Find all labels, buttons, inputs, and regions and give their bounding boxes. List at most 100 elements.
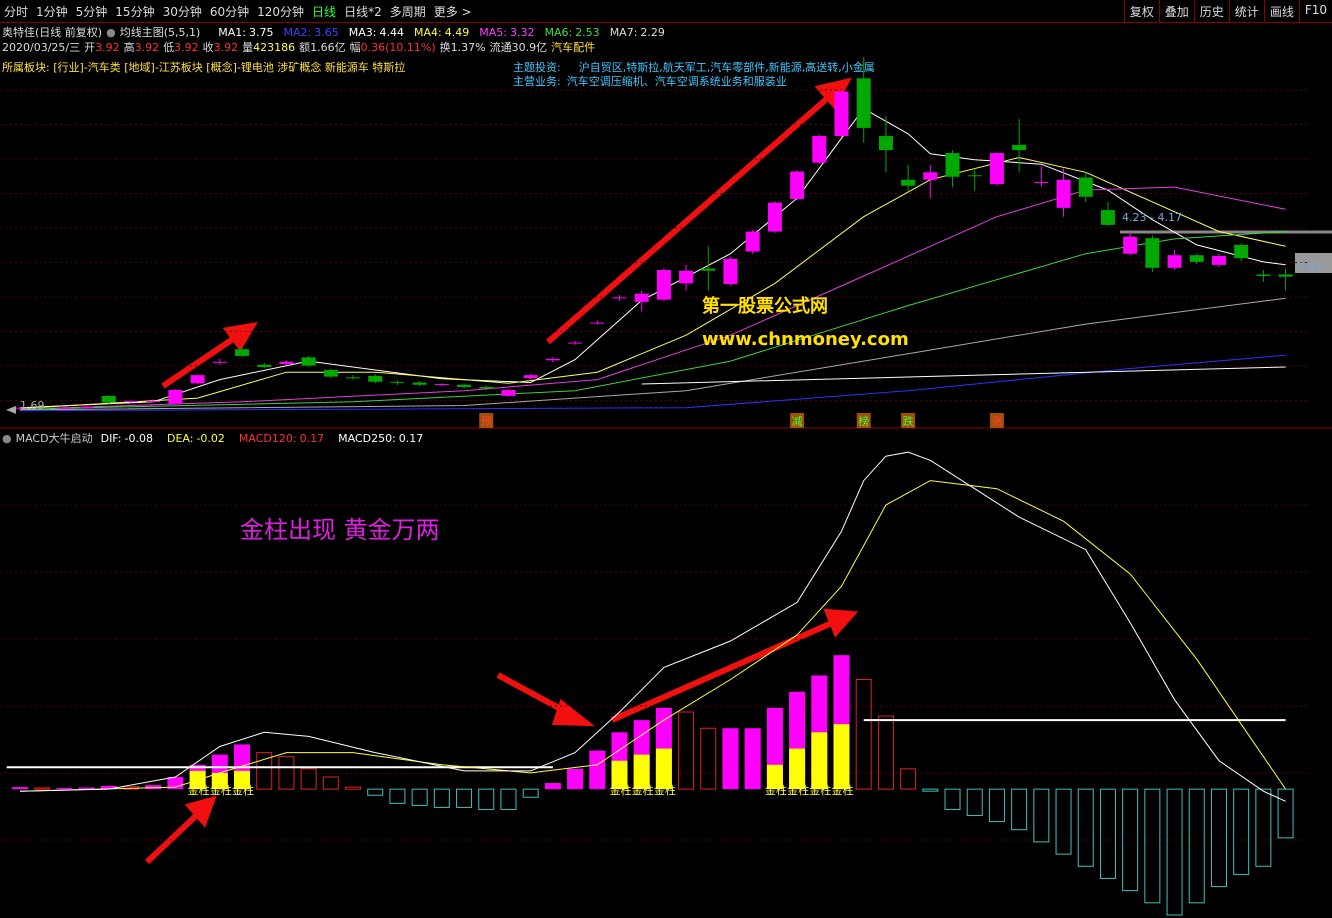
candle-body: [767, 202, 782, 232]
macd-bar: [145, 785, 162, 790]
candle-body: [390, 381, 405, 383]
arrow-marker: [6, 405, 16, 414]
period-tabs: 分时 1分钟 5分钟 15分钟 30分钟 60分钟 120分钟 日线 日线*2 多周期 更多 >: [0, 3, 476, 20]
period-tab[interactable]: 5分钟: [75, 4, 108, 19]
business: 主营业务: 汽车空调压缩机、汽车空调系统业务和服装业: [513, 73, 791, 89]
tool-button[interactable]: 画线: [1263, 0, 1299, 22]
ma-label: MA1:: [218, 26, 247, 39]
tool-button[interactable]: 统计: [1228, 0, 1264, 22]
gold-label: 金柱: [232, 783, 254, 797]
tool-button[interactable]: 复权: [1123, 0, 1159, 22]
quote-value: 1.66亿: [310, 41, 346, 54]
signal-label: 预: [481, 415, 492, 428]
gold-bar: [611, 760, 628, 790]
arrow: [144, 809, 203, 865]
period-tab[interactable]: 分时: [4, 4, 29, 19]
legend-label: DIF:: [100, 432, 122, 445]
gold-bar: [811, 732, 828, 790]
candle-body: [568, 342, 583, 344]
candle-body: [790, 171, 805, 199]
tool-button[interactable]: 历史: [1193, 0, 1229, 22]
candle-body: [812, 136, 827, 163]
ma-line: [19, 231, 1286, 410]
gold-label: 金柱: [809, 783, 831, 797]
candle-body: [1145, 238, 1160, 268]
period-tab[interactable]: 多周期: [389, 4, 426, 19]
candle-body: [57, 407, 72, 409]
period-tab[interactable]: 1分钟: [36, 4, 68, 19]
ma-label: MA6:: [544, 26, 573, 39]
candle-body: [301, 357, 316, 366]
gold-label: 金柱: [632, 783, 654, 797]
macd-bar: [1255, 788, 1272, 867]
period-tab[interactable]: 60分钟: [209, 4, 250, 19]
gold-label: 金柱: [654, 783, 676, 797]
candle-body: [279, 361, 294, 365]
macd-bar: [456, 788, 473, 808]
macd-bar: [1144, 788, 1161, 904]
dea-line: [19, 480, 1287, 792]
gold-bar: [655, 748, 672, 790]
candle-body: [856, 78, 871, 128]
macd-bar: [478, 788, 495, 810]
dif-line: [19, 451, 1286, 802]
themes: 主题投资: 沪自贸区,特斯拉,航天军工,汽车零部件,新能源,高送转,小金属: [513, 59, 879, 75]
period-tab[interactable]: 日线: [312, 4, 337, 19]
macd-bar: [1233, 788, 1250, 875]
signal-label: 减: [792, 415, 803, 428]
macd-bar: [100, 785, 117, 790]
period-tab[interactable]: 120分钟: [257, 4, 305, 19]
macd-bar: [1011, 788, 1028, 831]
macd-bar: [944, 788, 961, 810]
ma-label: MA2:: [283, 26, 312, 39]
legend-label: MACD120:: [238, 432, 297, 445]
macd-bar: [522, 788, 539, 798]
candle-body: [590, 322, 605, 324]
candle-body: [323, 369, 338, 377]
quote-value: 0.36(10.11%): [360, 41, 436, 54]
candle-body: [168, 389, 183, 405]
macd-bar: [1122, 788, 1139, 892]
signal-label: 跌: [903, 414, 914, 428]
tool-button[interactable]: F10: [1298, 0, 1332, 22]
macd-bar: [389, 788, 406, 804]
period-tab[interactable]: 15分钟: [115, 4, 155, 19]
candle-body: [457, 384, 472, 387]
gold-label: 金柱: [188, 783, 210, 797]
ma-line: [19, 297, 1286, 411]
ma-line: [19, 108, 1286, 409]
candle-body: [434, 384, 449, 386]
quote-label: 额: [299, 41, 311, 54]
candle-body: [656, 270, 671, 300]
ma-label: MA5:: [479, 26, 507, 39]
macd-bar: [56, 787, 73, 790]
gold-bar: [633, 754, 650, 790]
candle-body: [612, 297, 627, 299]
macd-title: MACD大牛启动: [15, 432, 93, 445]
gold-bar: [789, 748, 806, 790]
gold-bar: [833, 724, 850, 790]
gold-bar: [234, 770, 251, 790]
quote-label: 流通: [489, 41, 512, 54]
ma-line: [19, 156, 1286, 409]
ma-value: 3.32: [509, 26, 535, 39]
macd-bar: [1210, 788, 1227, 888]
candle-body: [212, 361, 227, 363]
period-tab[interactable]: 30分钟: [162, 4, 202, 19]
ma-value: 4.44: [379, 26, 404, 39]
level-line: [6, 719, 1286, 769]
ma-label: MA3:: [348, 26, 377, 39]
period-tab[interactable]: 更多 >: [433, 4, 472, 19]
signal-box: [479, 413, 494, 428]
candle-body: [1189, 255, 1204, 262]
candle-body: [1100, 210, 1115, 225]
macd-bar: [744, 728, 761, 790]
macd-bar: [433, 788, 450, 808]
period-tab[interactable]: 日线*2: [344, 4, 382, 19]
macd-bar: [300, 768, 317, 790]
legend-value: 0.17: [299, 432, 325, 445]
macd-bar: [678, 711, 695, 790]
ma-value: 2.53: [575, 26, 600, 39]
macd-bar: [855, 679, 872, 790]
tool-button[interactable]: 叠加: [1158, 0, 1194, 22]
